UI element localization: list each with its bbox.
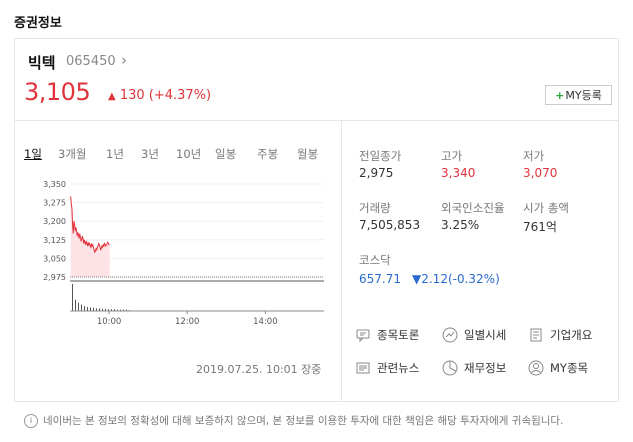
pie-chart-icon: [441, 359, 459, 377]
volume-bar: [117, 309, 118, 311]
financials-link[interactable]: 재무정보: [441, 359, 506, 377]
disclaimer-text: 네이버는 본 정보의 정확성에 대해 보증하지 않으며, 본 정보를 이용한 투…: [43, 415, 564, 427]
tab-3y[interactable]: 3년: [141, 147, 159, 161]
volume-bars: [72, 284, 130, 311]
current-price: 3,105: [24, 78, 91, 106]
volume-bar: [72, 284, 73, 311]
y-tick-label: 3,050: [43, 254, 66, 263]
document-icon: [527, 326, 545, 344]
my-register-label: MY등록: [565, 89, 602, 102]
index-value: 657.71: [359, 272, 401, 286]
volume-bar: [105, 308, 106, 311]
tab-3m[interactable]: 3개월: [58, 147, 87, 161]
tab-monthly[interactable]: 월봉: [297, 147, 319, 161]
stock-code[interactable]: 065450: [66, 54, 116, 69]
tab-1d[interactable]: 1일: [24, 147, 42, 161]
market-cap-value: 761억: [523, 220, 557, 234]
company-overview-link[interactable]: 기업개요: [527, 326, 592, 344]
x-axis: 10:00 12:00 14:00: [97, 311, 278, 327]
index-change: ▼2.12(-0.32%): [412, 272, 500, 286]
financials-label: 재무정보: [464, 361, 507, 375]
volume-bar: [126, 309, 127, 311]
volume-bar: [84, 306, 85, 311]
my-register-button[interactable]: + MY등록: [545, 85, 612, 105]
section-title: 증권정보: [14, 16, 62, 31]
timestamp: 2019.07.25. 10:01 장중: [196, 363, 322, 376]
volume-label: 거래량: [359, 201, 391, 215]
price-change-value: 130 (+4.37%): [119, 88, 212, 103]
news-label: 관련뉴스: [377, 361, 420, 375]
daily-price-link[interactable]: 일별시세: [441, 326, 506, 344]
foreign-ratio-label: 외국인소진율: [441, 201, 505, 215]
volume-bar: [81, 304, 82, 311]
volume-bar: [108, 309, 109, 311]
news-link[interactable]: 관련뉴스: [354, 359, 419, 377]
y-tick-label: 2,975: [43, 273, 66, 282]
stock-card: [14, 38, 619, 402]
x-tick-label: 10:00: [97, 317, 122, 327]
discussion-label: 종목토론: [377, 328, 420, 342]
price-line: [70, 196, 110, 254]
market-cap-label: 시가 총액: [523, 201, 569, 215]
chat-icon: [354, 326, 372, 344]
foreign-ratio-value: 3.25%: [441, 218, 480, 232]
stock-name[interactable]: 빅텍: [28, 54, 56, 72]
volume-bar: [87, 306, 88, 311]
divider: [341, 121, 342, 402]
tab-1y[interactable]: 1년: [106, 147, 124, 161]
discussion-link[interactable]: 종목토론: [354, 326, 419, 344]
y-axis: 3,350 3,275 3,200 3,125 3,050 2,975: [43, 180, 66, 282]
volume-bar: [75, 299, 76, 311]
news-icon: [354, 359, 372, 377]
company-overview-label: 기업개요: [550, 328, 593, 342]
volume-bar: [93, 307, 94, 311]
x-tick-label: 14:00: [253, 317, 278, 327]
low-value: 3,070: [523, 166, 558, 180]
chevron-right-icon[interactable]: ›: [121, 51, 127, 69]
y-tick-label: 3,275: [43, 199, 66, 208]
volume-bar: [111, 309, 112, 311]
high-value: 3,340: [441, 166, 476, 180]
daily-price-label: 일별시세: [464, 328, 507, 342]
user-icon: [527, 359, 545, 377]
y-tick-label: 3,125: [43, 236, 66, 245]
low-label: 저가: [523, 149, 545, 163]
volume-bar: [78, 302, 79, 311]
my-stocks-label: MY종목: [550, 361, 589, 375]
y-tick-label: 3,200: [43, 217, 66, 226]
disclaimer: i 네이버는 본 정보의 정확성에 대해 보증하지 않으며, 본 정보를 이용한…: [24, 413, 563, 428]
high-label: 고가: [441, 149, 463, 163]
volume-bar: [114, 309, 115, 311]
volume-bar: [90, 307, 91, 311]
tab-10y[interactable]: 10년: [176, 147, 202, 161]
price-change: ▲ 130 (+4.37%): [108, 88, 211, 103]
up-arrow-icon: ▲: [108, 91, 116, 102]
trend-chart-icon: [441, 326, 459, 344]
x-tick-label: 12:00: [175, 317, 200, 327]
info-icon: i: [24, 413, 38, 428]
volume-bar: [102, 308, 103, 311]
plus-icon: +: [555, 88, 565, 102]
volume-value: 7,505,853: [359, 218, 421, 232]
tab-weekly[interactable]: 주봉: [257, 147, 279, 161]
divider: [14, 120, 619, 121]
prev-close-label: 전일종가: [359, 149, 402, 163]
tab-daily[interactable]: 일봉: [215, 147, 237, 161]
price-area: [70, 196, 110, 277]
prev-close-value: 2,975: [359, 166, 394, 180]
my-stocks-link[interactable]: MY종목: [527, 359, 588, 377]
volume-bar: [96, 308, 97, 311]
volume-bar: [120, 309, 121, 311]
volume-bar: [99, 308, 100, 311]
index-name[interactable]: 코스닥: [359, 253, 391, 267]
intraday-chart[interactable]: 3,350 3,275 3,200 3,125 3,050 2,975 10:00 12:0…: [22, 172, 326, 334]
y-tick-label: 3,350: [43, 180, 66, 189]
volume-bar: [123, 309, 124, 311]
